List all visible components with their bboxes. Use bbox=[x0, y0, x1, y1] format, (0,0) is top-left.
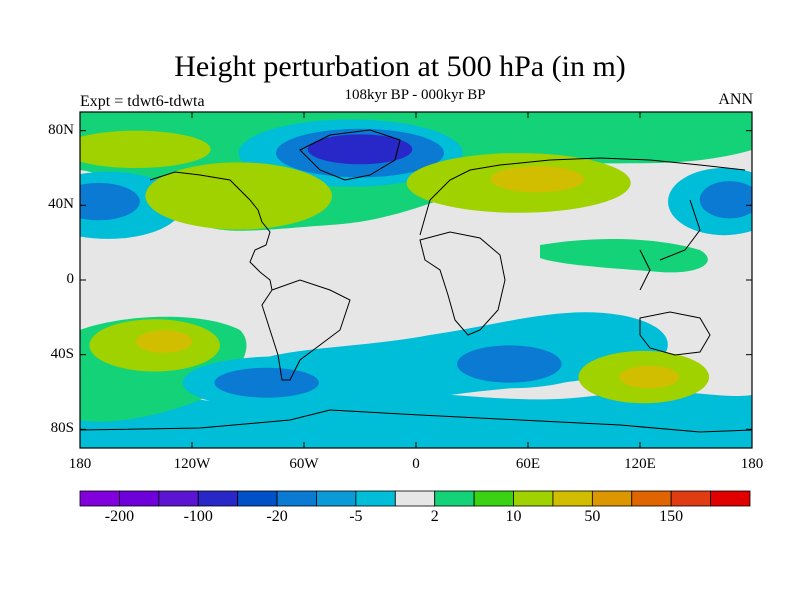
greenland-coast bbox=[299, 129, 401, 181]
lon-label: 60W bbox=[289, 456, 319, 472]
colorbar-swatch bbox=[276, 490, 317, 507]
axis-ticks bbox=[79, 112, 753, 448]
colorbar-swatch bbox=[316, 490, 357, 507]
region-north-america-high bbox=[145, 162, 332, 230]
colorbar-tick-label: -5 bbox=[349, 508, 363, 525]
region-north-pacific-high bbox=[80, 130, 211, 168]
australia-coast bbox=[639, 311, 711, 356]
colorbar-tick-label: -100 bbox=[183, 508, 213, 525]
lon-label: 180 bbox=[68, 456, 92, 472]
colorbar-swatch bbox=[513, 490, 554, 507]
region-south-atlantic-indian-core bbox=[457, 345, 562, 383]
lon-label: 120W bbox=[173, 456, 211, 472]
colorbar-swatch bbox=[79, 490, 120, 507]
anomaly-field bbox=[80, 112, 752, 448]
season-label: ANN bbox=[718, 91, 753, 108]
tropical-positive-band bbox=[540, 238, 708, 273]
region-greenland-low-core bbox=[307, 134, 413, 165]
colorbar-swatch bbox=[197, 490, 239, 507]
colorbar-swatch bbox=[119, 490, 160, 507]
lon-label: 60E bbox=[515, 456, 541, 472]
region-south-pacific-low-core bbox=[214, 367, 319, 398]
colorbar-tick-label: 10 bbox=[505, 508, 522, 525]
region-south-pacific-high-core bbox=[136, 330, 192, 353]
colorbar-tick-label: -200 bbox=[104, 508, 135, 525]
map-subtitle: 108kyr BP - 000kyr BP bbox=[344, 87, 486, 103]
region-pacific-low-core bbox=[80, 182, 140, 221]
lat-label: 0 bbox=[66, 271, 75, 287]
colorbar-swatch bbox=[434, 490, 475, 507]
region-west-pacific-low-core bbox=[699, 181, 752, 219]
colorbar-swatch bbox=[631, 490, 672, 507]
colorbar-swatch bbox=[591, 490, 633, 507]
africa-coast bbox=[419, 231, 506, 336]
europe-asia-coast bbox=[419, 157, 746, 291]
region-southern-indian-high-core bbox=[619, 365, 680, 389]
lon-label: 180 bbox=[740, 456, 764, 472]
lon-label: 0 bbox=[412, 456, 420, 472]
lat-label: 80S bbox=[50, 420, 74, 437]
antarctica-coast bbox=[80, 409, 752, 433]
colorbar-tick-label: 2 bbox=[430, 508, 439, 525]
coastlines bbox=[80, 129, 752, 433]
colorbar-swatch bbox=[158, 490, 199, 507]
colorbar-swatch bbox=[710, 490, 751, 507]
lat-label: 40N bbox=[48, 196, 74, 213]
south-america-coast bbox=[261, 279, 351, 381]
north-america-coast bbox=[149, 171, 273, 291]
lat-label: 80N bbox=[48, 121, 74, 138]
colorbar-swatch bbox=[355, 490, 396, 507]
colorbar-swatch bbox=[237, 490, 278, 507]
lon-label: 120E bbox=[624, 456, 656, 472]
colorbar-tick-label: 150 bbox=[659, 508, 684, 525]
lat-label: 40S bbox=[50, 345, 74, 362]
colorbar bbox=[79, 490, 751, 507]
colorbar-swatch bbox=[394, 490, 436, 507]
colorbar-swatch bbox=[670, 490, 711, 507]
experiment-label: Expt = tdwt6-tdwta bbox=[80, 93, 205, 110]
colorbar-swatch bbox=[473, 490, 514, 507]
map-title: Height perturbation at 500 hPa (in m) bbox=[174, 50, 626, 83]
colorbar-swatch bbox=[552, 490, 593, 507]
colorbar-tick-label: 50 bbox=[584, 508, 601, 525]
region-eurasia-high-core bbox=[490, 166, 584, 193]
colorbar-tick-label: -20 bbox=[266, 508, 288, 525]
